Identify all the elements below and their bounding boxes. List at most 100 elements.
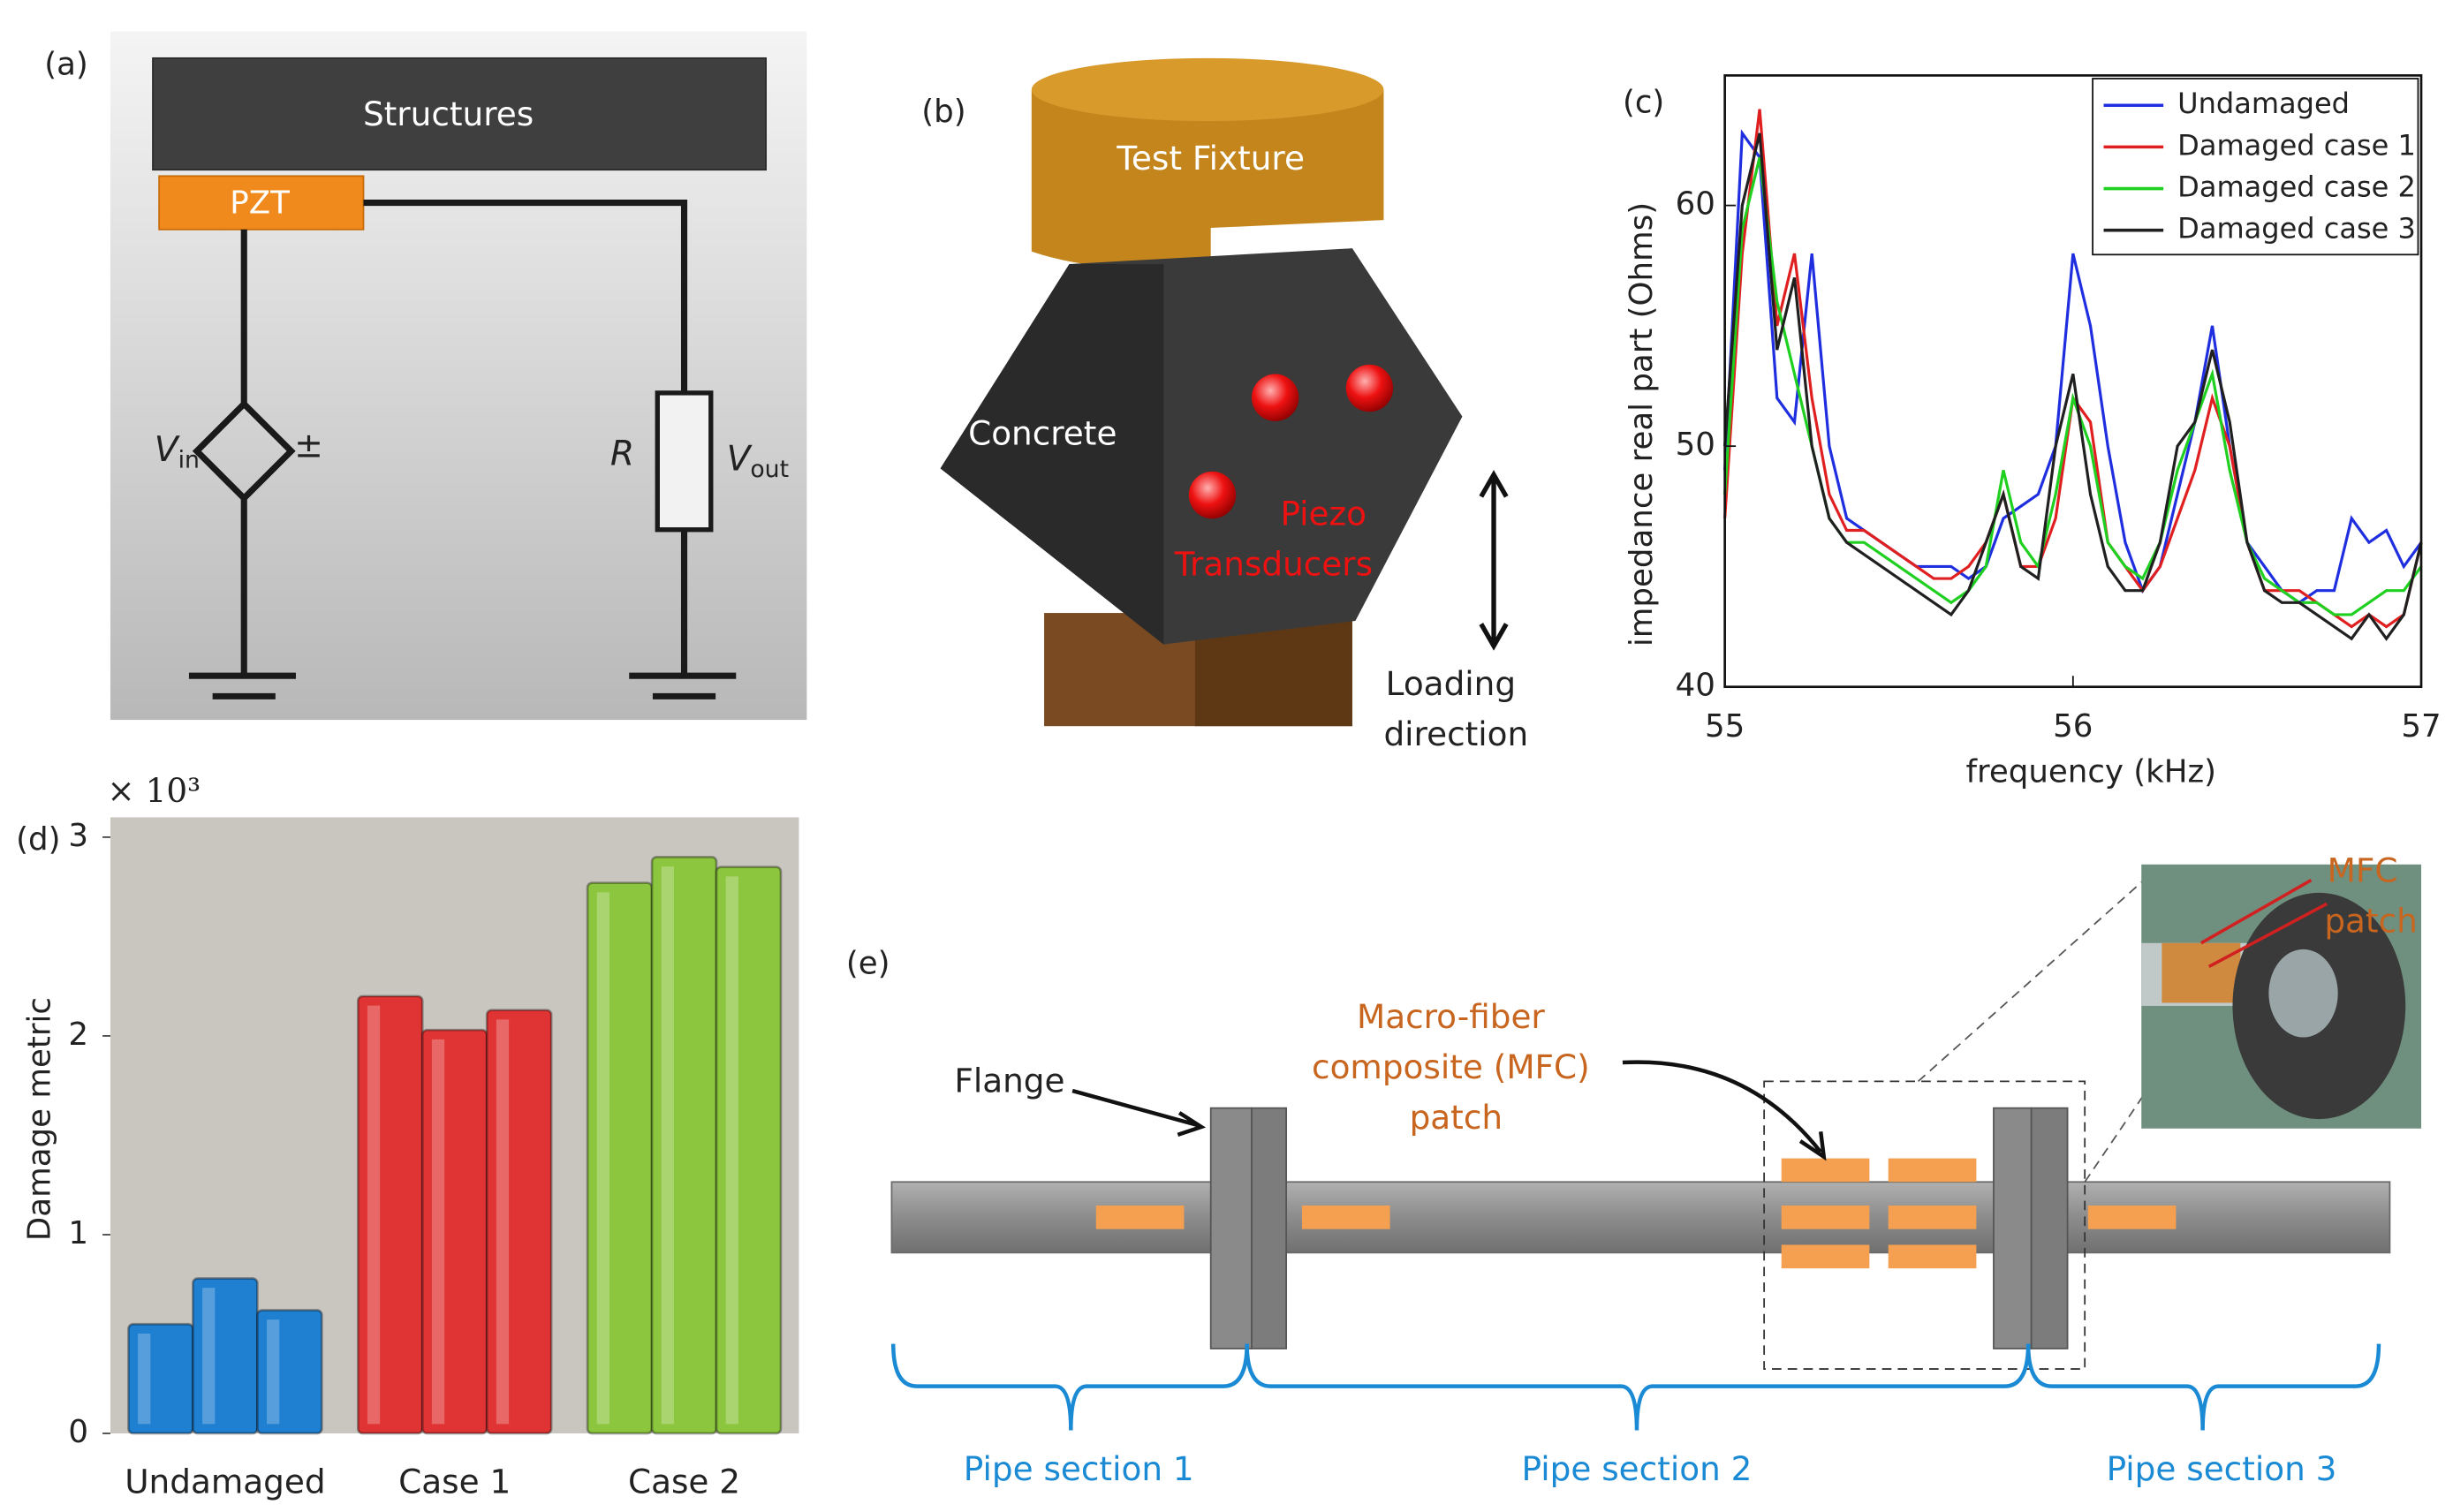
concrete-label: Concrete <box>968 413 1117 452</box>
flange <box>1209 1107 1253 1349</box>
vout-label: Vout <box>727 439 790 483</box>
zoom-box <box>1763 1080 2086 1370</box>
y-tick-label: 0 <box>68 1414 88 1450</box>
panel-label: (a) <box>44 47 88 83</box>
resistor <box>655 390 714 533</box>
transducer <box>1188 471 1237 519</box>
x-tick-label: 55 <box>1705 708 1745 745</box>
legend-label: Damaged case 3 <box>2177 212 2416 246</box>
mfc-patch <box>1781 1205 1870 1229</box>
structure-block <box>152 57 767 171</box>
y-tick-label: 3 <box>68 818 88 854</box>
bar-highlight <box>202 1288 216 1425</box>
label-line: patch <box>2324 901 2417 940</box>
panel-b: (b) Test Fixture Concrete Piezo Transduc… <box>921 57 1528 752</box>
vout-symbol: V <box>727 439 753 479</box>
loading-line: Loading <box>1386 663 1516 702</box>
zoom-lines <box>1917 873 2152 1183</box>
x-axis-label: frequency (kHz) <box>1966 754 2217 790</box>
mfc-patch <box>1781 1158 1870 1183</box>
brace <box>1245 1343 2031 1431</box>
flange <box>1251 1107 1288 1349</box>
y-axis-label: impedance real part (Ohms) <box>1624 202 1660 646</box>
mfc-patch <box>1888 1158 1977 1183</box>
y-tick-label: 40 <box>1676 668 1715 704</box>
transducer-line: Piezo <box>1280 494 1367 533</box>
pzt-label: PZT <box>230 185 290 221</box>
line-series <box>1723 132 2423 641</box>
transducer <box>1345 364 1394 412</box>
label-line: Macro-fiber <box>1357 997 1545 1036</box>
structures-label: Structures <box>363 94 534 133</box>
panel-label: (b) <box>921 94 965 130</box>
brace <box>2025 1343 2381 1431</box>
mfc-patches <box>1095 1158 2177 1269</box>
mfc-callout: Macro-fiber composite (MFC) patch <box>1312 997 1601 1137</box>
panel-d: (d) × 10³ Damage metric 0 1 2 3 Undamaged Cas… <box>16 771 799 1501</box>
flange-label: Flange <box>954 1062 1064 1100</box>
y-tick-label: 50 <box>1676 427 1715 463</box>
photo-patch <box>2162 942 2241 1003</box>
bar-highlight <box>431 1039 445 1425</box>
panel-label: (d) <box>16 821 60 858</box>
source-sign: ± <box>294 427 323 466</box>
x-tick-label: Case 2 <box>628 1462 740 1501</box>
flange <box>1993 1107 2033 1349</box>
bar <box>256 1309 323 1435</box>
mfc-patch <box>1301 1205 1390 1229</box>
mfc-patch <box>1781 1244 1870 1269</box>
bar <box>485 1009 553 1435</box>
mfc-photo-label: MFC patch <box>2324 850 2417 940</box>
loading-arrow <box>1479 470 1509 651</box>
transducer <box>1251 374 1299 421</box>
mfc-photo <box>2141 864 2422 1129</box>
transducer-line: Transducers <box>1174 544 1373 583</box>
fixture-top <box>1031 57 1384 122</box>
mfc-arrow <box>1622 1060 1827 1161</box>
vin-symbol: V <box>155 429 181 469</box>
flange-arrow <box>1071 1088 1207 1138</box>
section-label: Pipe section 1 <box>964 1449 1194 1488</box>
section-label: Pipe section 3 <box>2107 1449 2337 1488</box>
legend-label: Damaged case 1 <box>2177 128 2416 162</box>
mfc-patch <box>1095 1205 1185 1229</box>
x-tick-label: Case 1 <box>398 1462 511 1501</box>
y-tick-label: 2 <box>68 1017 88 1053</box>
panel-c: (c) frequency (kHz) impedance real part … <box>1623 74 2442 790</box>
mfc-patch <box>2087 1205 2177 1229</box>
y-tick-label: 1 <box>68 1215 88 1251</box>
legend-box <box>2092 78 2419 256</box>
mfc-patch <box>1888 1244 1977 1269</box>
legend-label: Undamaged <box>2177 87 2350 120</box>
legend-label: Damaged case 2 <box>2177 170 2416 204</box>
flange <box>2030 1107 2069 1349</box>
bar-highlight <box>138 1333 151 1425</box>
voltage-source <box>192 399 296 503</box>
photo-wires <box>2199 879 2328 969</box>
y-tick-label: 60 <box>1676 186 1715 223</box>
fixture-label: Test Fixture <box>1116 139 1305 178</box>
bar-highlight <box>367 1005 381 1425</box>
panel-e: (e) MFC patch <box>846 850 2422 1488</box>
x-tick-label: 56 <box>2053 708 2093 745</box>
label-line: MFC <box>2328 850 2398 889</box>
section-label: Pipe section 2 <box>1522 1449 1753 1488</box>
transducer-label: Piezo Transducers <box>1174 494 1377 583</box>
resistor-label: R <box>610 435 634 474</box>
vout-subscript: out <box>750 456 789 483</box>
fixture-body <box>1031 89 1384 269</box>
pzt-block <box>158 175 365 231</box>
bar-highlight <box>496 1019 510 1425</box>
vin-subscript: in <box>178 446 200 473</box>
line-series <box>1723 129 2423 605</box>
photo-hub <box>2268 949 2338 1038</box>
y-axis-label: Damage metric <box>22 997 58 1241</box>
wire <box>363 200 737 699</box>
x-tick-label: Undamaged <box>125 1462 325 1501</box>
label-line: composite (MFC) <box>1312 1047 1590 1086</box>
loading-label: Loading direction <box>1383 663 1528 752</box>
panel-label: (c) <box>1623 84 1664 120</box>
concrete-face <box>940 263 1164 645</box>
wire <box>188 229 296 699</box>
